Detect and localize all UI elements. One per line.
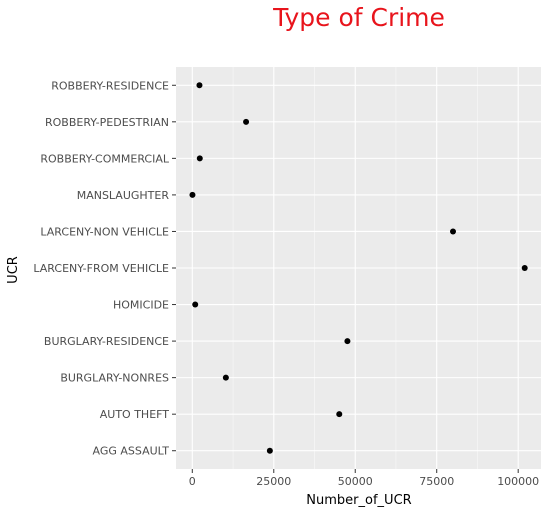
data-point bbox=[196, 155, 203, 162]
y-axis-title: UCR bbox=[6, 256, 21, 284]
data-point bbox=[521, 265, 528, 271]
x-tick-label: 25000 bbox=[256, 475, 291, 488]
x-axis-ticks: 0 25000 50000 75000 100000 bbox=[189, 469, 539, 488]
y-tick-label: AGG ASSAULT bbox=[93, 445, 170, 458]
y-tick-label: LARCENY-NON VEHICLE bbox=[40, 225, 169, 238]
y-tick-label: HOMICIDE bbox=[113, 299, 169, 312]
data-point bbox=[450, 228, 457, 235]
y-tick-label: ROBBERY-COMMERCIAL bbox=[40, 152, 169, 165]
y-tick-label: LARCENY-FROM VEHICLE bbox=[33, 262, 169, 275]
data-point bbox=[196, 82, 203, 89]
x-tick-label: 0 bbox=[189, 475, 196, 488]
y-tick-label: BURGLARY-RESIDENCE bbox=[44, 335, 169, 348]
major-gridlines bbox=[176, 67, 541, 469]
data-point bbox=[266, 447, 273, 454]
y-tick-label: AUTO THEFT bbox=[100, 408, 170, 421]
data-point bbox=[222, 374, 229, 381]
y-tick-label: ROBBERY-RESIDENCE bbox=[51, 79, 169, 92]
x-axis-title: Number_of_UCR bbox=[306, 493, 411, 508]
x-tick-label: 100000 bbox=[497, 475, 539, 488]
data-points bbox=[189, 82, 528, 454]
data-point bbox=[189, 191, 196, 198]
x-tick-label: 75000 bbox=[419, 475, 454, 488]
y-tick-label: BURGLARY-NONRES bbox=[60, 372, 169, 385]
y-tick-label: MANSLAUGHTER bbox=[77, 189, 170, 202]
y-axis-ticks: AGG ASSAULT AUTO THEFT BURGLARY-NONRES BURG… bbox=[33, 79, 176, 458]
data-point bbox=[344, 338, 351, 345]
chart-title: Type of Crime bbox=[272, 3, 445, 32]
data-point bbox=[243, 118, 250, 125]
x-tick-label: 50000 bbox=[338, 475, 373, 488]
data-point bbox=[336, 411, 343, 418]
data-point bbox=[192, 301, 199, 308]
y-tick-label: ROBBERY-PEDESTRIAN bbox=[45, 116, 169, 129]
